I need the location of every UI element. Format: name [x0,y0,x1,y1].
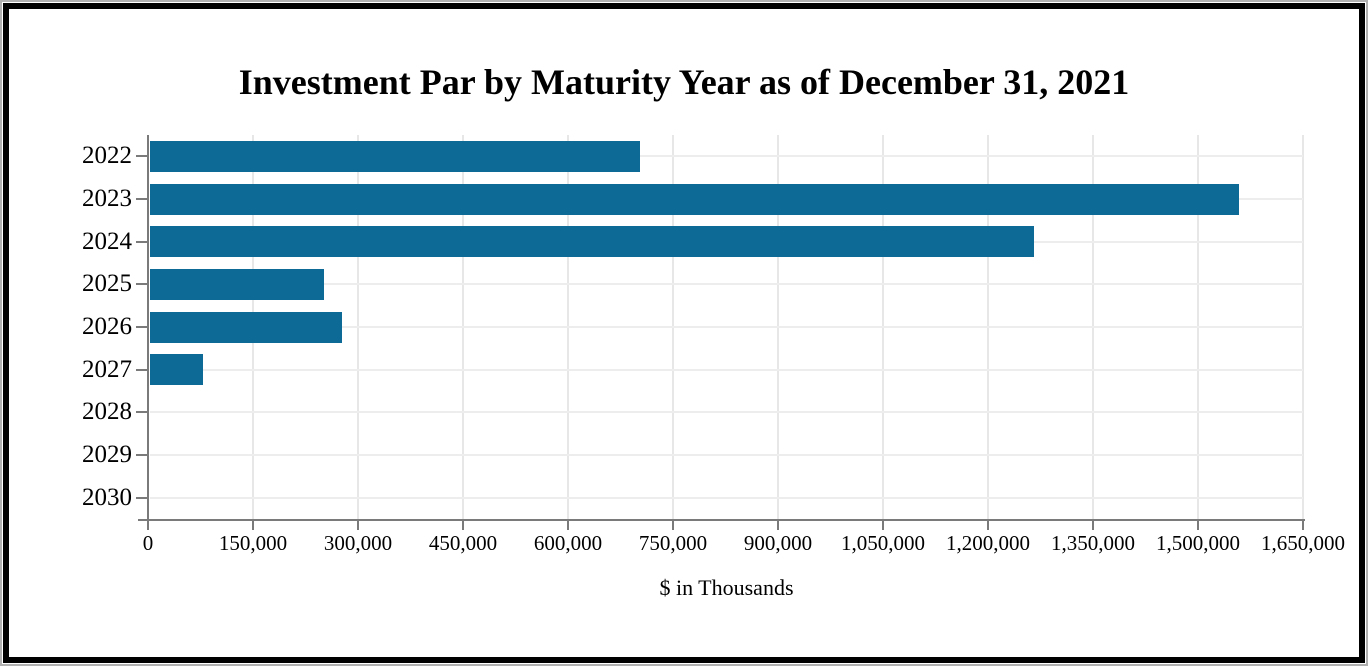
x-tick-label: 600,000 [533,531,603,555]
bar [150,226,1035,258]
x-tick-mark [252,521,254,530]
y-tick-mark [136,283,148,286]
x-tick-mark [987,521,989,530]
x-tick-label: 750,000 [638,531,708,555]
x-tick-label: 300,000 [323,531,393,555]
gridline-horizontal [150,283,1303,286]
x-tick-label: 1,500,000 [1156,531,1240,555]
y-tick-mark [136,496,148,499]
y-axis-line [147,135,149,529]
x-tick-mark [1302,521,1304,530]
x-axis-title: $ in Thousands [659,575,794,600]
y-tick-mark [136,411,148,414]
gridline-horizontal [150,368,1303,371]
y-tick-label: 2028 [82,398,132,426]
x-tick-mark [882,521,884,530]
y-tick-mark [136,454,148,456]
gridline-horizontal [150,496,1303,499]
gridline-horizontal [150,155,1303,158]
gridline-horizontal [150,411,1303,414]
x-tick-mark [1092,521,1094,530]
x-tick-mark [462,521,464,530]
y-tick-mark [136,240,148,243]
y-tick-mark [136,198,148,200]
bar [150,354,203,386]
x-tick-label: 1,200,000 [946,531,1030,555]
gridline-vertical [1302,135,1304,519]
y-tick-label: 2026 [82,313,132,340]
y-tick-label: 2029 [82,441,132,468]
gridline-horizontal [150,326,1303,328]
bar [150,183,1240,215]
chart-title: Investment Par by Maturity Year as of De… [238,62,1130,102]
gridline-horizontal [150,454,1303,456]
y-tick-label: 2024 [82,227,132,255]
y-tick-label: 2023 [82,185,132,212]
y-tick-label: 2022 [82,142,132,170]
y-tick-mark [136,368,148,371]
bar [150,140,640,172]
y-tick-label: 2025 [82,270,132,298]
y-tick-mark [136,155,148,158]
y-tick-label: 2027 [82,355,132,383]
x-axis-line [138,519,1305,521]
x-tick-label: 150,000 [218,531,288,555]
plot-area [148,135,1305,519]
bar [150,311,342,343]
x-tick-mark [672,521,674,530]
x-tick-label: 0 [142,531,154,555]
bar [150,268,324,300]
x-tick-mark [567,521,569,530]
y-tick-mark [136,326,148,328]
x-tick-mark [1197,521,1199,530]
x-tick-mark [777,521,779,530]
x-tick-label: 1,050,000 [841,531,925,555]
x-tick-mark [357,521,359,530]
x-tick-label: 1,350,000 [1051,531,1135,555]
x-tick-label: 1,650,000 [1261,531,1345,555]
x-tick-label: 450,000 [428,531,498,555]
x-tick-label: 900,000 [743,531,813,555]
y-tick-label: 2030 [82,483,132,511]
